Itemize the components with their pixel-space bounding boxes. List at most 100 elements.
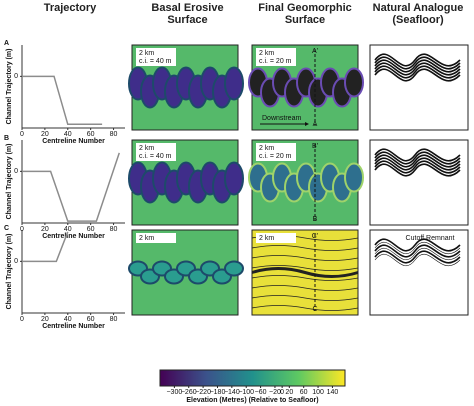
colorbar-tick-label: −20	[269, 389, 281, 396]
colorbar-tick-label: −220	[195, 389, 211, 396]
map-texture	[374, 62, 461, 76]
contour-interval: c.i. = 40 m	[139, 58, 172, 65]
map-texture	[374, 65, 461, 79]
map-texture	[251, 267, 359, 278]
section-label: C	[312, 306, 317, 313]
panel-letter: C	[4, 225, 9, 232]
annotation: Cutoff Remnant	[406, 235, 455, 242]
section-label: C'	[312, 233, 318, 240]
x-tick-label: 80	[110, 131, 118, 138]
column-header: Final Geomorphic Surface	[258, 2, 352, 26]
colorbar-tick-label: 100	[312, 389, 324, 396]
map-texture	[374, 250, 461, 264]
arrow-head	[305, 122, 309, 126]
map-texture	[251, 305, 359, 311]
colorbar-title: Elevation (Metres) (Relative to Seafloor…	[186, 397, 318, 404]
map-texture	[374, 247, 461, 261]
line	[22, 231, 69, 263]
map-texture	[344, 162, 364, 193]
contour-interval: c.i. = 40 m	[139, 153, 172, 160]
y-axis-title: Channel Trajectory (m)	[6, 234, 13, 310]
map-texture	[374, 148, 461, 162]
map-texture	[374, 238, 461, 252]
map-texture	[374, 160, 461, 174]
map-texture	[374, 157, 461, 171]
colorbar-tick-label: 20	[285, 389, 293, 396]
y-tick-label: 0	[14, 73, 18, 80]
scale-box	[136, 48, 176, 66]
x-axis-title: Centreline Number	[42, 233, 105, 240]
column-header: Natural Analogue (Seafloor)	[372, 2, 464, 26]
section-label: A'	[312, 48, 318, 55]
map-texture	[224, 161, 244, 196]
map-texture	[374, 241, 461, 255]
map-texture	[374, 53, 461, 67]
map-texture	[374, 56, 461, 70]
map-texture	[374, 154, 461, 168]
x-tick-label: 80	[110, 316, 118, 323]
map-texture	[374, 68, 461, 82]
scale-label: 2 km	[259, 145, 274, 152]
scale-box	[256, 233, 296, 243]
map-texture	[344, 67, 364, 98]
map-texture	[251, 285, 359, 291]
scale-box	[256, 143, 296, 161]
colorbar-tick-label: −300	[166, 389, 182, 396]
map-texture	[251, 255, 359, 261]
map-texture	[374, 163, 461, 177]
map-texture	[251, 245, 359, 251]
column-header: Trajectory	[43, 2, 97, 14]
scale-box	[136, 233, 176, 243]
x-axis-title: Centreline Number	[42, 323, 105, 330]
panel-letter: A	[4, 40, 9, 47]
scale-box	[256, 48, 296, 66]
x-tick-label: 40	[64, 226, 72, 233]
x-tick-label: 40	[64, 131, 72, 138]
line	[22, 152, 120, 222]
section-label: B	[313, 216, 318, 223]
scale-label: 2 km	[139, 145, 154, 152]
colorbar-tick-label: 60	[300, 389, 308, 396]
panel-letter: B	[4, 135, 9, 142]
colorbar	[159, 369, 346, 387]
x-tick-label: 60	[87, 316, 95, 323]
x-tick-label: 0	[20, 316, 24, 323]
scale-box	[136, 143, 176, 161]
colorbar-tick-label: −180	[210, 389, 226, 396]
y-axis-title: Channel Trajectory (m)	[6, 49, 13, 125]
colorbar-tick-label: 140	[327, 389, 339, 396]
scale-label: 2 km	[259, 235, 274, 242]
colorbar-tick-label: −60	[255, 389, 267, 396]
map-texture	[374, 253, 461, 267]
scale-label: 2 km	[139, 235, 154, 242]
x-tick-label: 20	[41, 316, 49, 323]
y-tick-label: 0	[14, 168, 18, 175]
x-tick-label: 60	[87, 226, 95, 233]
x-tick-label: 20	[41, 226, 49, 233]
contour-interval: c.i. = 20 m	[259, 153, 292, 160]
column-header: Basal Erosive Surface	[151, 2, 224, 26]
colorbar-tick-label: 0	[280, 389, 284, 396]
map-texture	[251, 295, 359, 301]
y-axis-title: Channel Trajectory (m)	[6, 144, 13, 220]
x-tick-label: 80	[110, 226, 118, 233]
map-texture	[224, 66, 244, 101]
section-label: B'	[312, 143, 318, 150]
colorbar-tick-label: −140	[224, 389, 240, 396]
map-texture	[374, 151, 461, 165]
map-texture	[251, 275, 359, 281]
x-tick-label: 40	[64, 316, 72, 323]
map-texture	[251, 265, 359, 271]
colorbar-tick-label: −260	[181, 389, 197, 396]
colorbar-tick-label: −100	[238, 389, 254, 396]
x-tick-label: 60	[87, 131, 95, 138]
line	[22, 75, 103, 126]
scale-label: 2 km	[259, 50, 274, 57]
x-tick-label: 0	[20, 226, 24, 233]
contour-interval: c.i. = 20 m	[259, 58, 292, 65]
x-tick-label: 0	[20, 131, 24, 138]
scale-label: 2 km	[139, 50, 154, 57]
map-texture	[374, 244, 461, 258]
x-tick-label: 20	[41, 131, 49, 138]
